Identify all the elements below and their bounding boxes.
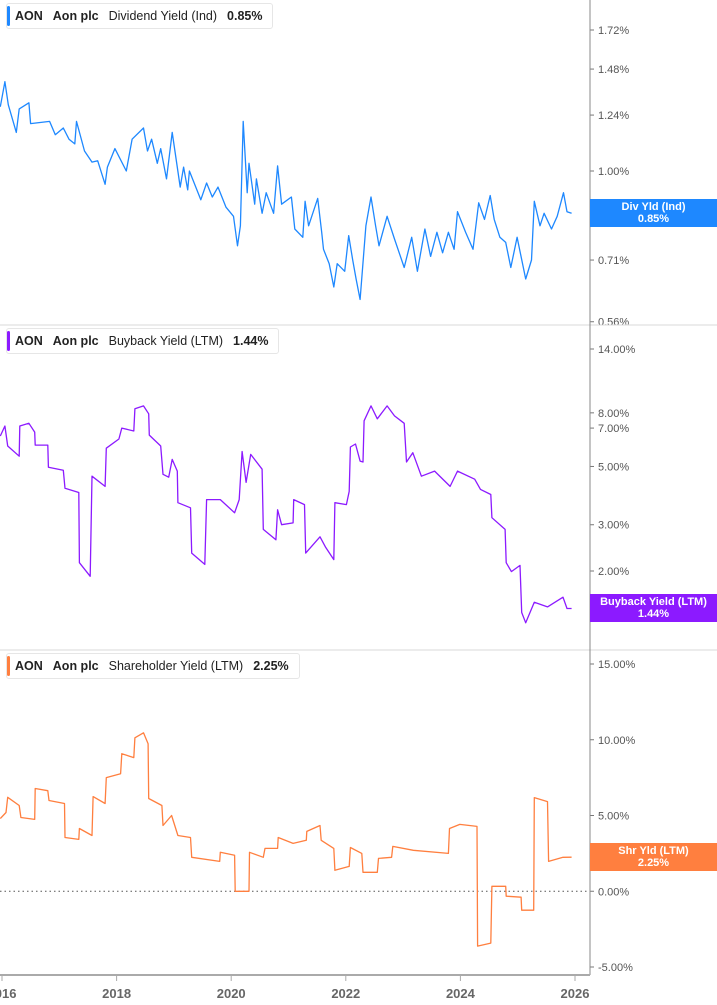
tag-value: 0.85% bbox=[637, 213, 670, 225]
legend-shareholder-yield: AON Aon plc Shareholder Yield (LTM) 2.25… bbox=[6, 653, 300, 679]
series-line-shareholder bbox=[0, 732, 572, 947]
y-tick-label: -5.00% bbox=[598, 962, 633, 974]
legend-value: 0.85% bbox=[227, 9, 263, 23]
y-tick-label: 1.48% bbox=[598, 64, 629, 76]
series-line-dividend bbox=[0, 81, 572, 301]
legend-color-bar bbox=[7, 331, 10, 351]
y-tick-label: 0.71% bbox=[598, 255, 629, 267]
y-tick-label: 1.00% bbox=[598, 166, 629, 178]
value-tag-buyback-yield: Buyback Yield (LTM) 1.44% bbox=[590, 594, 717, 622]
legend-dividend-yield: AON Aon plc Dividend Yield (Ind) 0.85% bbox=[6, 3, 274, 29]
value-tag-shareholder-yield: Shr Yld (LTM) 2.25% bbox=[590, 843, 717, 871]
y-tick-label: 0.00% bbox=[598, 886, 629, 898]
value-tag-dividend-yield: Div Yld (Ind) 0.85% bbox=[590, 199, 717, 227]
legend-company: Aon plc bbox=[52, 659, 99, 673]
legend-metric: Shareholder Yield (LTM) bbox=[108, 659, 244, 673]
legend-metric: Buyback Yield (LTM) bbox=[108, 334, 224, 348]
legend-ticker: AON bbox=[15, 334, 43, 348]
y-tick-label: 5.00% bbox=[598, 811, 629, 823]
tag-label: Buyback Yield (LTM) bbox=[600, 596, 707, 608]
legend-value: 1.44% bbox=[233, 334, 269, 348]
y-tick-label: 5.00% bbox=[598, 461, 629, 473]
x-tick-label: 2016 bbox=[0, 986, 16, 1001]
y-tick-label: 0.56% bbox=[598, 317, 629, 329]
legend-company: Aon plc bbox=[52, 334, 99, 348]
tag-value: 2.25% bbox=[637, 857, 670, 869]
y-tick-label: 3.00% bbox=[598, 520, 629, 532]
y-tick-label: 15.00% bbox=[598, 659, 636, 671]
legend-color-bar bbox=[7, 656, 10, 676]
legend-buyback-yield: AON Aon plc Buyback Yield (LTM) 1.44% bbox=[6, 328, 280, 354]
series-line-buyback bbox=[0, 405, 572, 624]
x-tick-label: 2020 bbox=[217, 986, 246, 1001]
tag-label: Div Yld (Ind) bbox=[621, 201, 686, 213]
y-tick-label: 1.24% bbox=[598, 110, 629, 122]
x-tick-label: 2026 bbox=[561, 986, 590, 1001]
x-tick-label: 2018 bbox=[102, 986, 131, 1001]
legend-metric: Dividend Yield (Ind) bbox=[108, 9, 218, 23]
legend-ticker: AON bbox=[15, 659, 43, 673]
legend-value: 2.25% bbox=[253, 659, 289, 673]
y-tick-label: 10.00% bbox=[598, 735, 636, 747]
y-tick-label: 14.00% bbox=[598, 344, 636, 356]
legend-color-bar bbox=[7, 6, 10, 26]
tag-label: Shr Yld (LTM) bbox=[618, 845, 689, 857]
x-tick-label: 2024 bbox=[446, 986, 476, 1001]
legend-ticker: AON bbox=[15, 9, 43, 23]
y-tick-label: 2.00% bbox=[598, 566, 629, 578]
x-tick-label: 2022 bbox=[331, 986, 360, 1001]
y-tick-label: 1.72% bbox=[598, 25, 629, 37]
y-tick-label: 7.00% bbox=[598, 423, 629, 435]
y-tick-label: 8.00% bbox=[598, 408, 629, 420]
tag-value: 1.44% bbox=[637, 608, 670, 620]
legend-company: Aon plc bbox=[52, 9, 99, 23]
